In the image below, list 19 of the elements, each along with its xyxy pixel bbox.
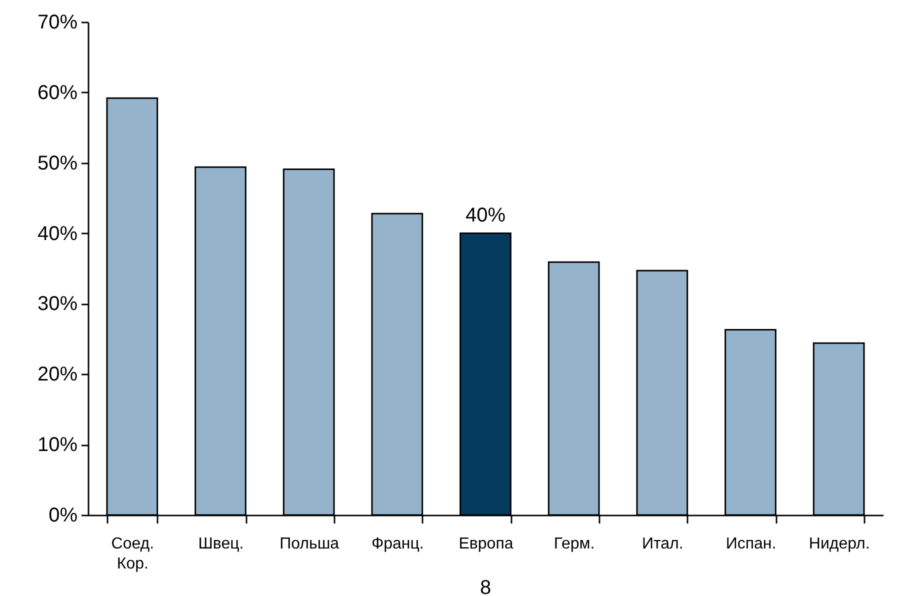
x-tick-label: Франц. — [371, 536, 424, 552]
y-tick-label: 50% — [37, 152, 78, 174]
x-tick-label: Соед. Кор. — [111, 536, 154, 572]
y-tick-label: 0% — [48, 504, 78, 526]
y-tick-label: 10% — [37, 434, 78, 456]
y-tick-label: 60% — [37, 82, 78, 104]
text: 8 — [480, 577, 492, 596]
x-tick-label: Швец. — [198, 536, 244, 552]
y-tick-label: 20% — [37, 364, 78, 386]
x-tick-label: Польша — [280, 536, 340, 552]
x-tick-label: Испан. — [726, 536, 776, 552]
x-tick-label: Итал. — [642, 536, 684, 552]
y-tick-label: 70% — [37, 12, 78, 34]
x-tick-label: Нидерл. — [808, 536, 870, 552]
data-label: 40% — [465, 204, 506, 226]
y-tick-label: 30% — [37, 293, 78, 316]
x-tick-label: Герм. — [554, 536, 595, 552]
y-tick-label: 40% — [37, 222, 78, 245]
x-tick-label: Европа — [458, 536, 514, 552]
